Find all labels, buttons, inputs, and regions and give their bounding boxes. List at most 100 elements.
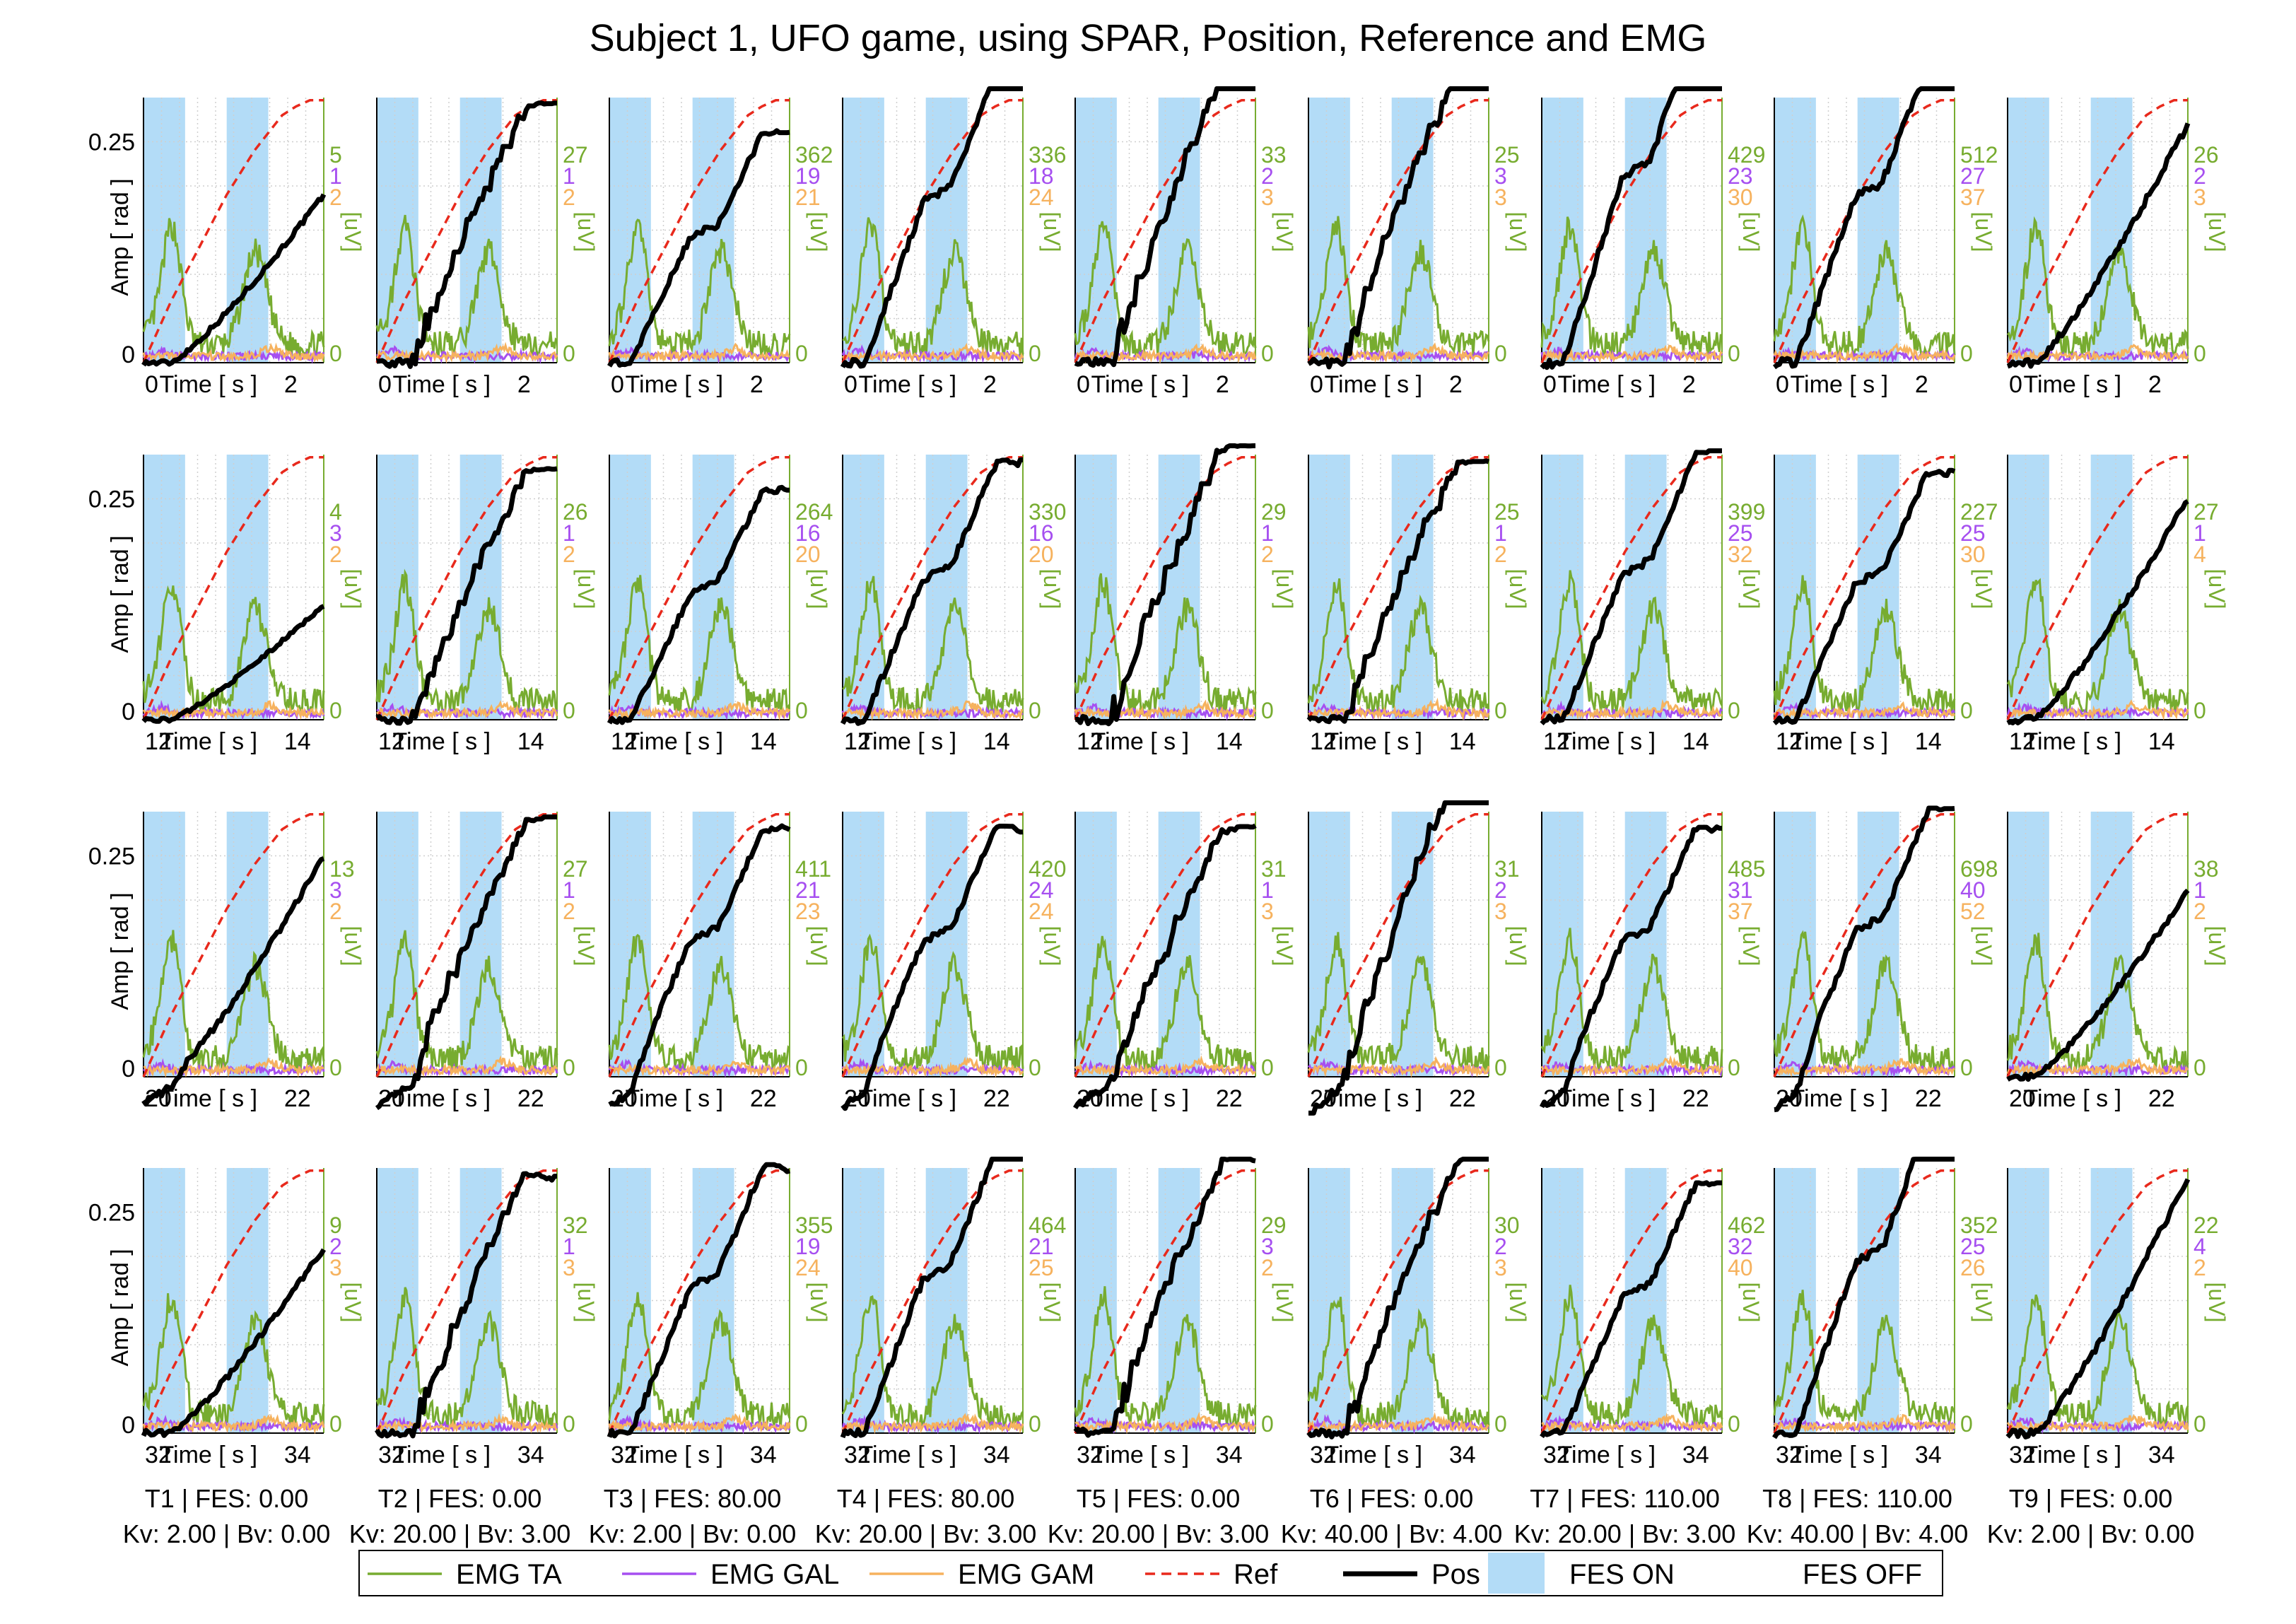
x-tick-label: 32	[1077, 1442, 1103, 1468]
emg-gam-line	[608, 342, 790, 363]
emg-gal-max-label: 25	[1960, 1234, 1986, 1259]
pos-line	[1539, 824, 1722, 1109]
trial-gain-caption: Kv: 40.00 | Bv: 4.00	[1747, 1519, 1969, 1548]
pos-line	[1772, 86, 1955, 370]
emg-gam-line	[1074, 343, 1257, 364]
x-tick-label: 0	[1543, 371, 1557, 398]
x-axis-label: Time [ s ]	[626, 1085, 724, 1112]
x-tick-label: 0	[145, 371, 158, 398]
pos-line	[1772, 467, 1956, 725]
x-tick-label: 32	[844, 1442, 871, 1468]
x-axis-label: Time [ s ]	[626, 1442, 724, 1468]
fes-on-band	[1075, 1168, 1117, 1433]
emg-gam-max-label: 2	[563, 542, 575, 567]
emg-gal-max-label: 2	[1494, 877, 1507, 903]
emg-gal-max-label: 1	[563, 877, 575, 903]
pos-line	[607, 128, 790, 368]
emg-gam-max-label: 3	[1494, 899, 1507, 924]
trial-fes-caption: T5 | FES: 0.00	[1077, 1484, 1240, 1513]
emg-zero-label: 0	[2194, 698, 2206, 723]
x-tick-label: 2	[284, 371, 298, 398]
legend-label-ref: Ref	[1234, 1559, 1278, 1590]
x-tick-label: 12	[611, 728, 638, 755]
emg-axis-label: [uV]	[1272, 1283, 1297, 1323]
emg-gam-line	[1773, 1413, 1956, 1434]
emg-gam-max-label: 37	[1960, 185, 1986, 210]
x-tick-label: 12	[1776, 728, 1803, 755]
pos-line	[1540, 448, 1722, 725]
emg-gal-max-label: 18	[1029, 163, 1054, 189]
emg-zero-label: 0	[1960, 1411, 1973, 1437]
emg-gam-max-label: 30	[1728, 185, 1753, 210]
emg-ta-max-label: 411	[795, 856, 831, 882]
trial-fes-caption: T4 | FES: 80.00	[837, 1484, 1014, 1513]
ref-line	[142, 1169, 324, 1434]
emg-axis-label: [uV]	[573, 212, 599, 252]
emg-gam-max-label: 24	[1029, 899, 1054, 924]
x-axis-label: Time [ s ]	[2024, 371, 2122, 398]
emg-ta-line	[375, 930, 558, 1071]
x-axis-label: Time [ s ]	[1325, 728, 1423, 755]
emg-gal-max-label: 3	[329, 877, 342, 903]
trial-gain-caption: Kv: 20.00 | Bv: 3.00	[815, 1519, 1037, 1548]
legend-swatch-fes_on	[1488, 1553, 1545, 1594]
emg-ta-max-label: 27	[2194, 499, 2219, 525]
ref-line	[375, 1169, 557, 1434]
emg-ta-line	[1540, 1285, 1723, 1428]
pos-line	[1308, 800, 1489, 1116]
x-tick-label: 32	[1543, 1442, 1570, 1468]
emg-gam-max-label: 2	[1261, 542, 1274, 567]
emg-ta-max-label: 5	[329, 142, 342, 168]
emg-ta-line	[1540, 928, 1723, 1073]
emg-ta-max-label: 429	[1728, 142, 1765, 168]
legend-label-gam: EMG GAM	[958, 1559, 1094, 1590]
emg-gal-max-label: 1	[2194, 877, 2206, 903]
x-axis-label: Time [ s ]	[1325, 1442, 1423, 1468]
emg-ta-line	[608, 575, 791, 715]
emg-zero-label: 0	[2194, 341, 2206, 366]
emg-zero-label: 0	[329, 1411, 342, 1437]
x-axis-label: Time [ s ]	[859, 728, 957, 755]
emg-gam-max-label: 2	[2194, 899, 2206, 924]
emg-gam-line	[1307, 1056, 1490, 1078]
emg-gam-max-label: 20	[1029, 542, 1054, 567]
x-axis-label: Time [ s ]	[1091, 371, 1190, 398]
emg-ta-line	[1074, 1286, 1257, 1430]
x-tick-label: 34	[750, 1442, 777, 1468]
pos-line	[1073, 823, 1257, 1110]
y-axis-label: Amp [ rad ]	[107, 178, 134, 296]
emg-gam-line	[1540, 699, 1723, 720]
x-tick-label: 22	[1915, 1085, 1942, 1112]
x-tick-label: 12	[1543, 728, 1570, 755]
emg-axis-label: [uV]	[2204, 212, 2230, 252]
x-axis-label: Time [ s ]	[1791, 1085, 1889, 1112]
emg-ta-max-label: 264	[795, 499, 833, 525]
emg-ta-line	[1307, 578, 1490, 716]
x-tick-label: 12	[378, 728, 405, 755]
x-tick-label: 0	[378, 371, 392, 398]
x-tick-label: 0	[1776, 371, 1789, 398]
emg-zero-label: 0	[1960, 698, 1973, 723]
x-axis-label: Time [ s ]	[1791, 728, 1889, 755]
emg-axis-label: [uV]	[806, 926, 831, 966]
legend-label-pos: Pos	[1431, 1559, 1480, 1590]
pos-line	[374, 1171, 557, 1439]
emg-gam-max-label: 3	[1261, 899, 1274, 924]
emg-ta-max-label: 33	[1261, 142, 1287, 168]
emg-zero-label: 0	[2194, 1055, 2206, 1080]
emg-gam-line	[1773, 701, 1956, 720]
emg-gal-max-label: 19	[795, 1234, 821, 1259]
x-tick-label: 12	[844, 728, 871, 755]
x-tick-label: 2	[1682, 371, 1696, 398]
emg-gam-max-label: 3	[563, 1255, 575, 1280]
chart-title: Subject 1, UFO game, using SPAR, Positio…	[590, 17, 1707, 59]
emg-gal-max-label: 2	[1261, 163, 1274, 189]
